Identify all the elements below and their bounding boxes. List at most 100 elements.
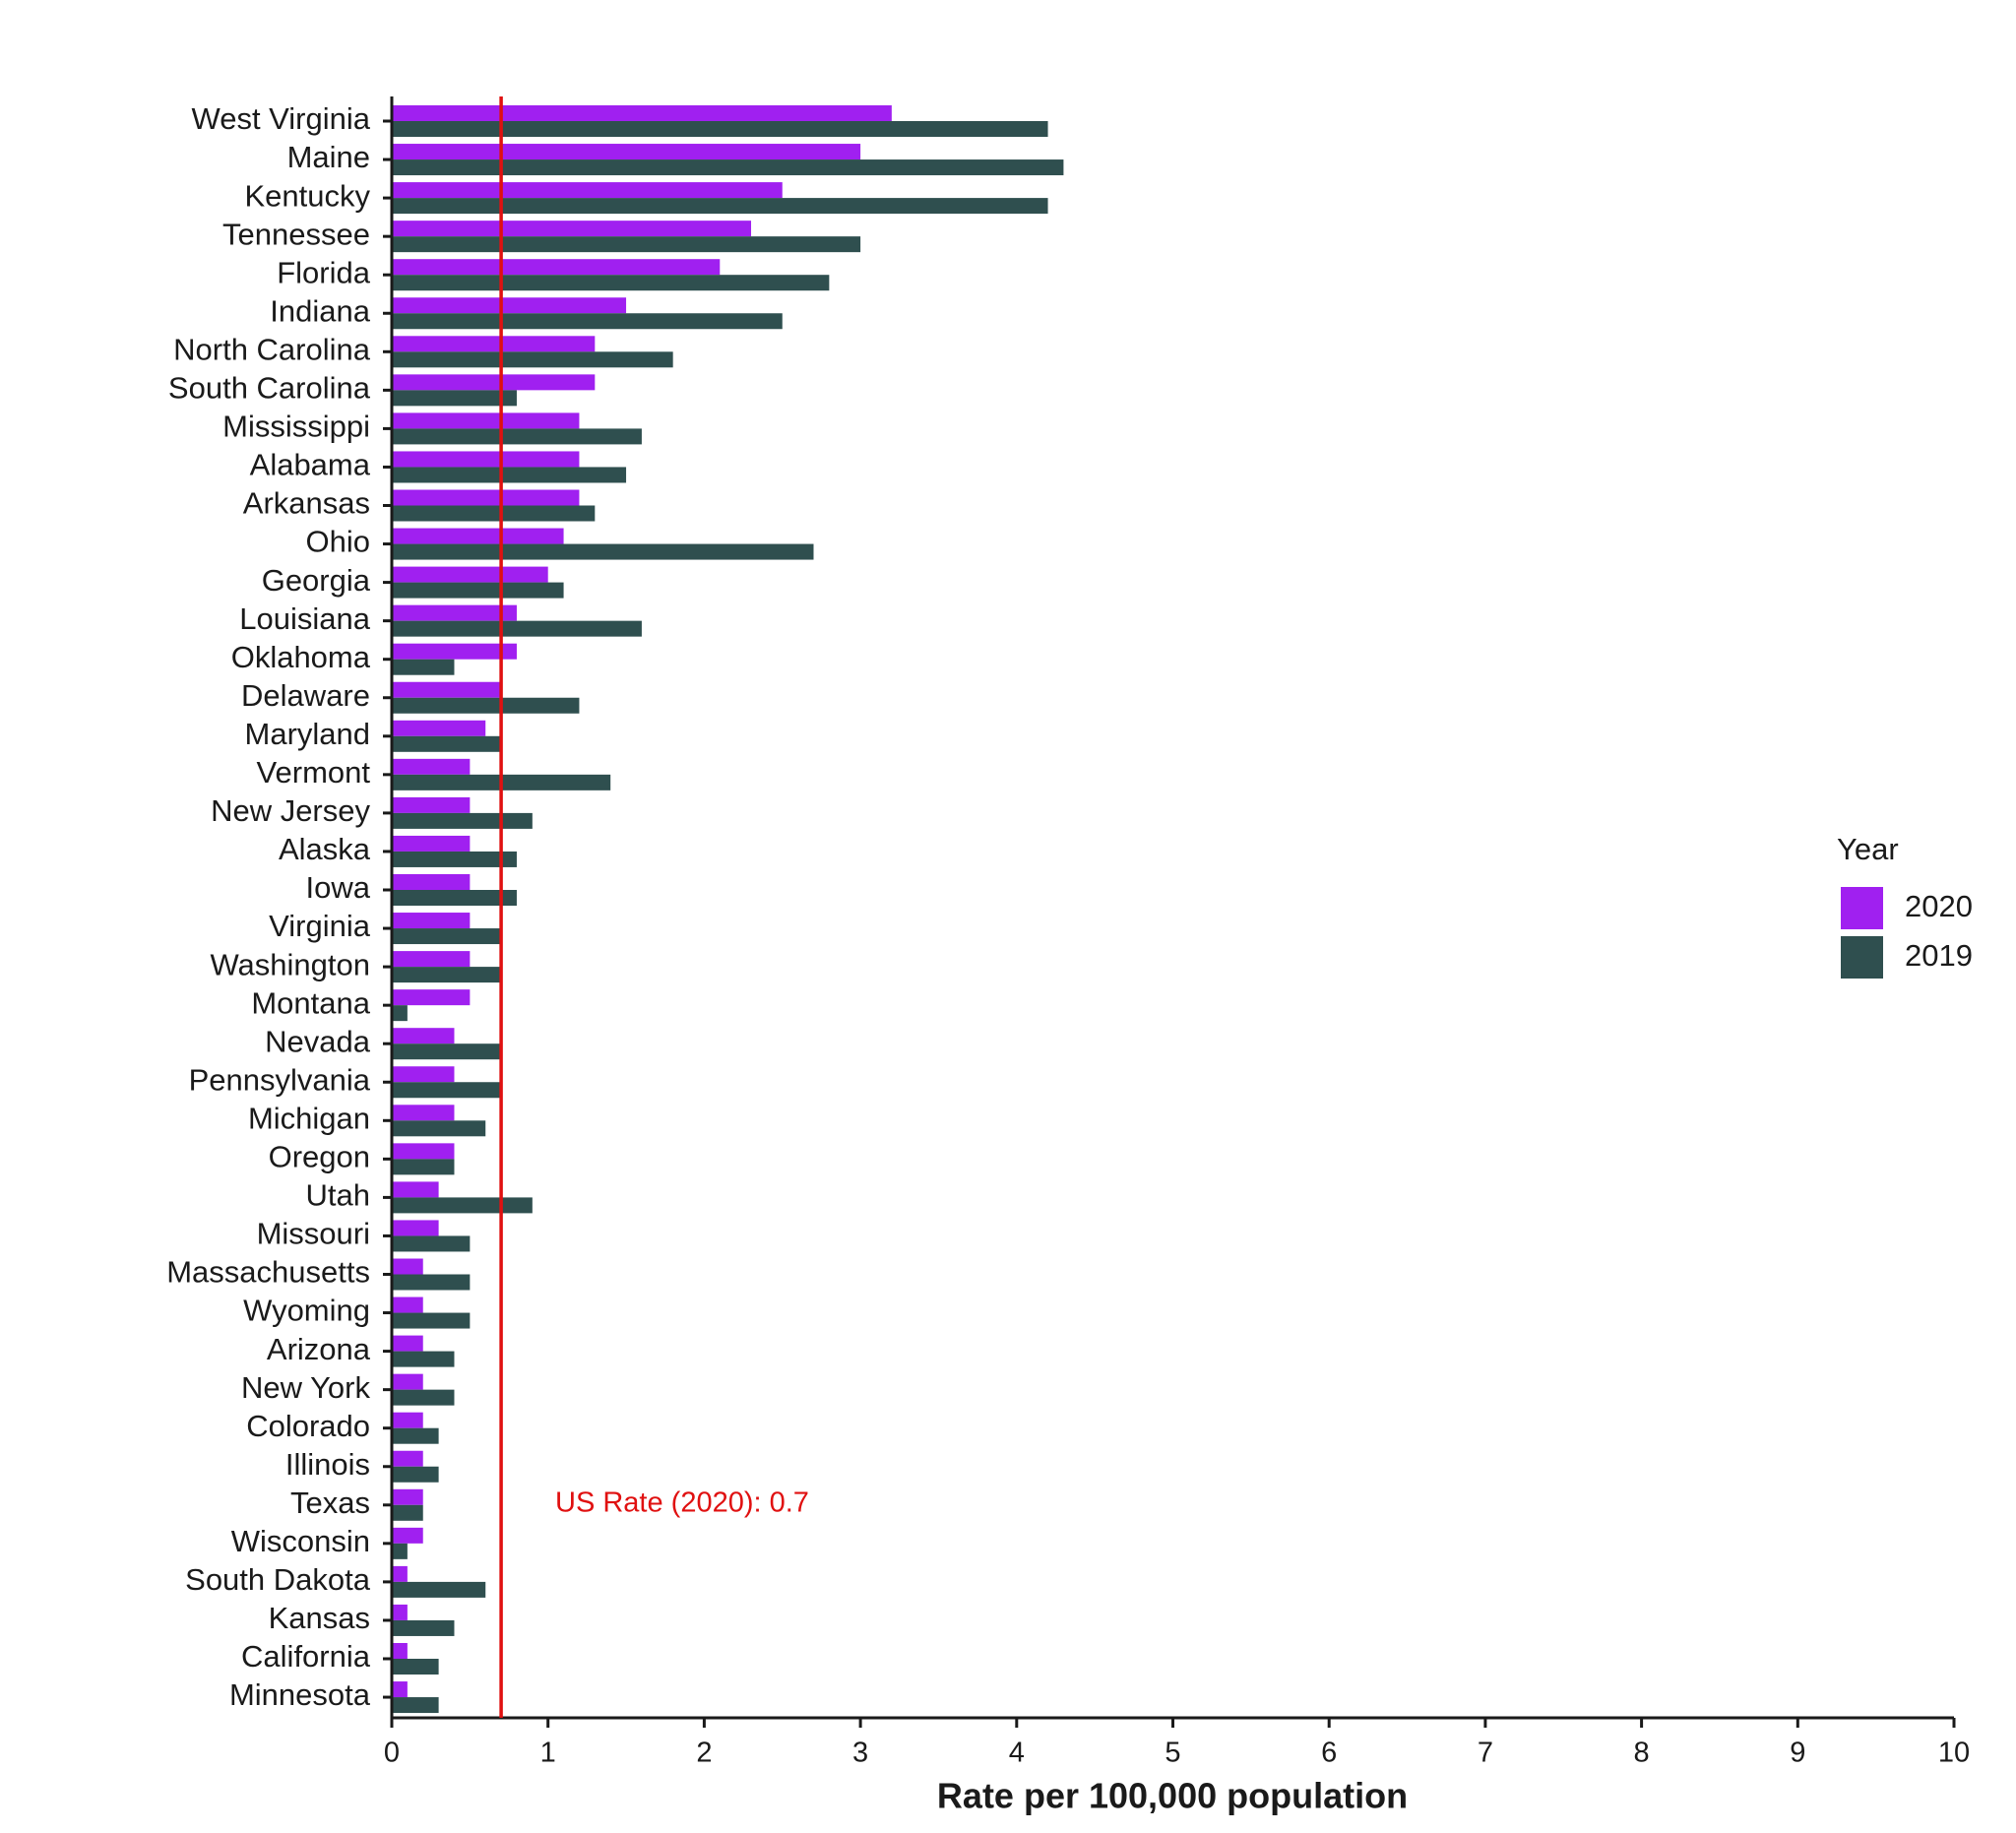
bar bbox=[392, 144, 861, 160]
y-tick-label: Mississippi bbox=[222, 410, 370, 444]
y-tick-label: Vermont bbox=[257, 755, 371, 790]
bar bbox=[392, 1028, 455, 1044]
bar bbox=[392, 390, 517, 407]
bar bbox=[392, 812, 533, 829]
bar bbox=[392, 259, 721, 276]
bar bbox=[392, 412, 580, 429]
x-tick-label: 10 bbox=[1938, 1738, 1970, 1769]
bar bbox=[392, 1143, 455, 1160]
bar bbox=[392, 1659, 439, 1675]
bar bbox=[392, 951, 471, 968]
y-tick-label: Arizona bbox=[267, 1332, 371, 1366]
x-tick-label: 4 bbox=[1009, 1738, 1025, 1769]
y-tick-label: Florida bbox=[277, 255, 371, 289]
y-tick-label: Nevada bbox=[265, 1024, 371, 1058]
bar bbox=[392, 1450, 423, 1467]
y-tick-label: Minnesota bbox=[229, 1677, 371, 1712]
y-tick-label: South Carolina bbox=[168, 371, 371, 406]
x-tick-label: 1 bbox=[540, 1738, 556, 1769]
bar bbox=[392, 1488, 423, 1505]
y-tick-label: West Virginia bbox=[192, 101, 371, 136]
x-axis-title: Rate per 100,000 population bbox=[937, 1776, 1408, 1816]
bar bbox=[392, 1296, 423, 1313]
bar bbox=[392, 1197, 533, 1214]
y-tick-label: Texas bbox=[290, 1485, 370, 1520]
bar bbox=[392, 1373, 423, 1390]
bar bbox=[392, 1581, 486, 1598]
bar bbox=[392, 182, 783, 199]
bar bbox=[392, 505, 596, 522]
y-tick-label: Oregon bbox=[269, 1140, 370, 1174]
bar bbox=[392, 297, 627, 314]
bar bbox=[392, 351, 673, 368]
bar bbox=[392, 1312, 471, 1329]
bar bbox=[392, 874, 471, 890]
bar bbox=[392, 1220, 439, 1236]
y-tick-label: Utah bbox=[306, 1178, 370, 1213]
legend-label: 2019 bbox=[1905, 938, 1973, 973]
bar bbox=[392, 1543, 408, 1559]
bar bbox=[392, 1005, 408, 1022]
y-tick-label: Michigan bbox=[248, 1101, 370, 1135]
bar bbox=[392, 1427, 439, 1444]
bar bbox=[392, 697, 580, 714]
bar bbox=[392, 1235, 471, 1252]
y-tick-label: Massachusetts bbox=[166, 1255, 370, 1290]
bar bbox=[392, 796, 471, 813]
bar bbox=[392, 643, 517, 660]
bar bbox=[392, 159, 1064, 176]
bar bbox=[392, 1274, 471, 1291]
y-tick-label: New York bbox=[241, 1370, 370, 1405]
y-tick-label: Arkansas bbox=[243, 486, 370, 521]
bar bbox=[392, 236, 861, 253]
bar bbox=[392, 528, 564, 544]
bar bbox=[392, 928, 502, 945]
bar bbox=[392, 105, 892, 121]
bar bbox=[392, 566, 548, 583]
y-tick-label: Louisiana bbox=[239, 601, 370, 636]
bar bbox=[392, 1351, 455, 1367]
y-tick-label: Ohio bbox=[306, 525, 370, 559]
bar bbox=[392, 1335, 423, 1352]
y-tick-label: Oklahoma bbox=[231, 640, 371, 674]
bar bbox=[392, 758, 471, 775]
bar bbox=[392, 1412, 423, 1428]
x-tick-label: 7 bbox=[1478, 1738, 1493, 1769]
y-tick-label: North Carolina bbox=[173, 332, 371, 366]
bar bbox=[392, 1258, 423, 1275]
y-tick-label: Kansas bbox=[269, 1601, 370, 1635]
y-tick-label: Wyoming bbox=[243, 1294, 370, 1328]
x-tick-label: 6 bbox=[1321, 1738, 1337, 1769]
x-tick-label: 3 bbox=[852, 1738, 868, 1769]
bar bbox=[392, 1159, 455, 1175]
bar bbox=[392, 221, 752, 237]
y-tick-label: Indiana bbox=[270, 293, 370, 328]
bar bbox=[392, 582, 564, 599]
y-tick-label: South Dakota bbox=[185, 1562, 371, 1597]
bar bbox=[392, 543, 814, 560]
bar bbox=[392, 720, 486, 736]
y-tick-label: Alaska bbox=[279, 832, 371, 866]
bar bbox=[392, 374, 596, 391]
x-tick-label: 8 bbox=[1634, 1738, 1650, 1769]
legend-key bbox=[1841, 936, 1883, 979]
y-tick-label: Alabama bbox=[250, 448, 371, 482]
legend-key bbox=[1841, 887, 1883, 929]
bar bbox=[392, 1643, 408, 1659]
x-tick-label: 2 bbox=[696, 1738, 712, 1769]
bar bbox=[392, 1082, 502, 1099]
y-tick-label: Iowa bbox=[306, 870, 371, 905]
bar bbox=[392, 1504, 423, 1521]
y-tick-label: Kentucky bbox=[244, 178, 370, 213]
bar bbox=[392, 835, 471, 852]
y-tick-label: Colorado bbox=[246, 1409, 370, 1443]
bar bbox=[392, 1466, 439, 1483]
y-tick-label: Washington bbox=[210, 947, 370, 981]
bar bbox=[392, 1604, 408, 1620]
bar bbox=[392, 1619, 455, 1636]
x-tick-label: 0 bbox=[384, 1738, 400, 1769]
y-tick-label: Virginia bbox=[269, 909, 371, 943]
bar bbox=[392, 1565, 408, 1582]
bar bbox=[392, 1120, 486, 1137]
